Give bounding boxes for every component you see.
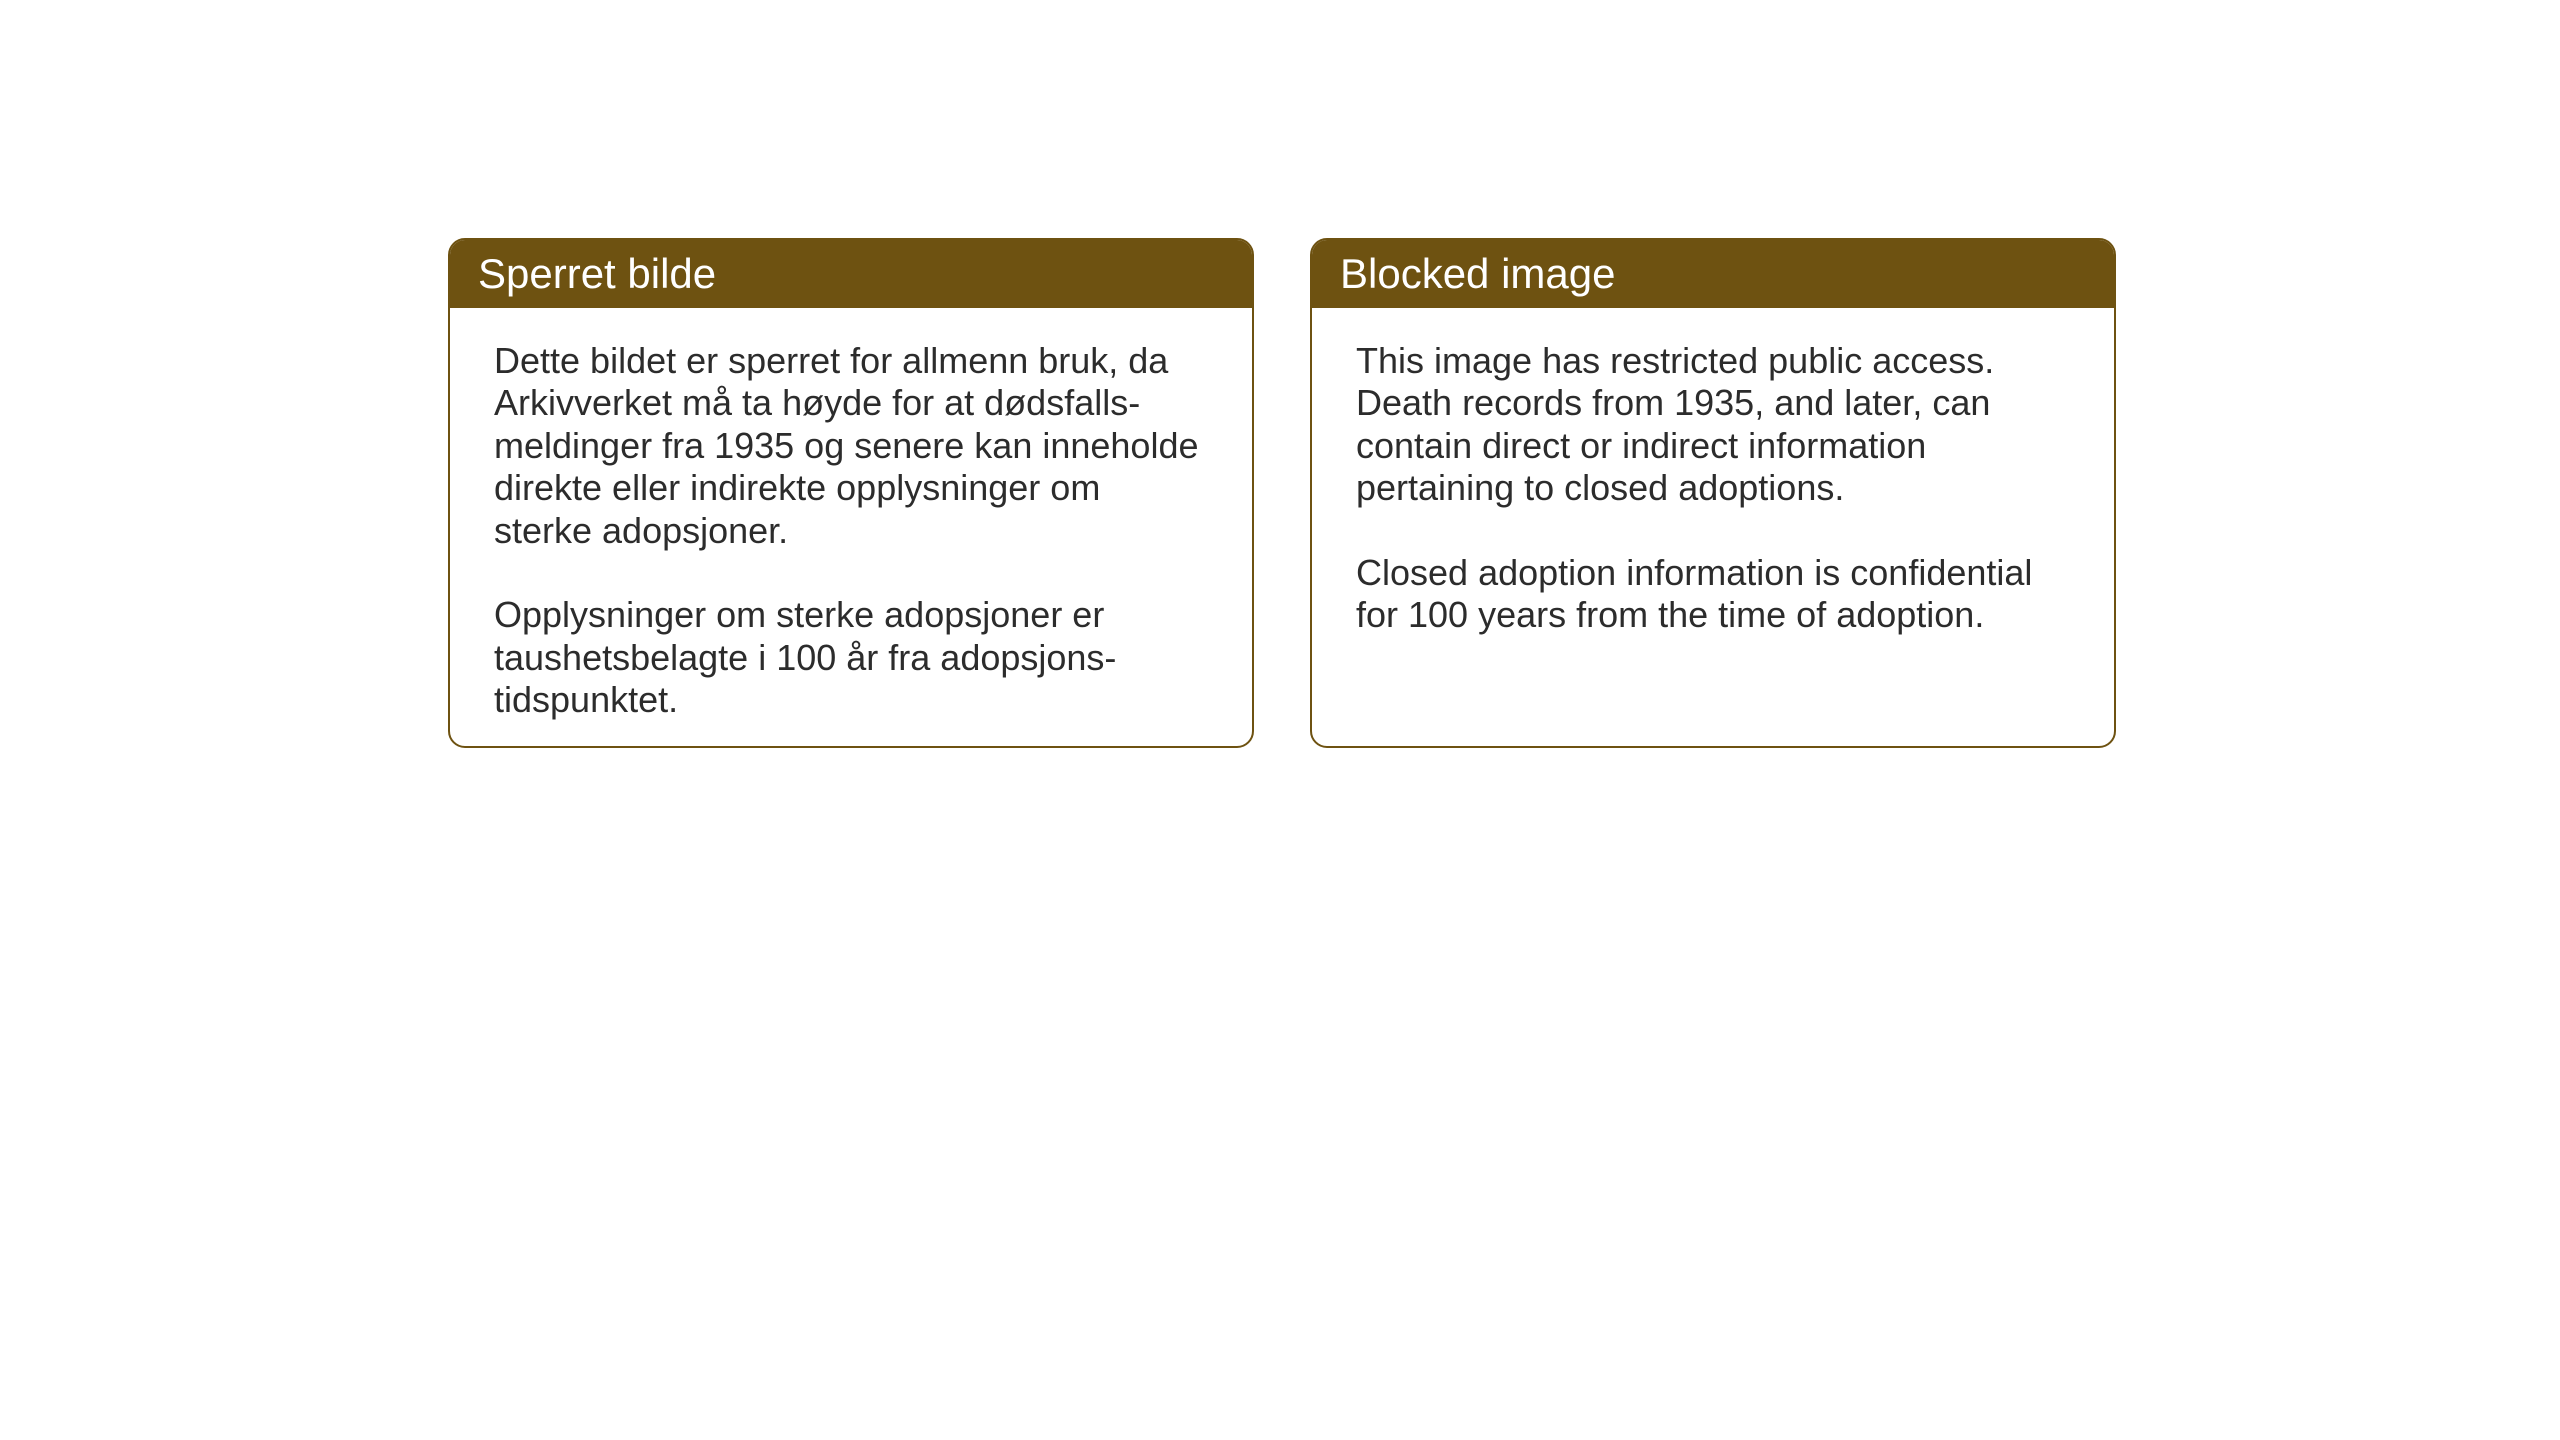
english-card-title: Blocked image [1312,240,2114,308]
english-card-body: This image has restricted public access.… [1312,308,2114,669]
english-notice-card: Blocked image This image has restricted … [1310,238,2116,748]
norwegian-card-title: Sperret bilde [450,240,1252,308]
norwegian-notice-card: Sperret bilde Dette bildet er sperret fo… [448,238,1254,748]
norwegian-paragraph-2: Opplysninger om sterke adopsjoner er tau… [494,594,1208,721]
norwegian-card-body: Dette bildet er sperret for allmenn bruk… [450,308,1252,748]
norwegian-paragraph-1: Dette bildet er sperret for allmenn bruk… [494,340,1208,552]
english-paragraph-2: Closed adoption information is confident… [1356,552,2070,637]
notice-container: Sperret bilde Dette bildet er sperret fo… [448,238,2116,748]
english-paragraph-1: This image has restricted public access.… [1356,340,2070,510]
